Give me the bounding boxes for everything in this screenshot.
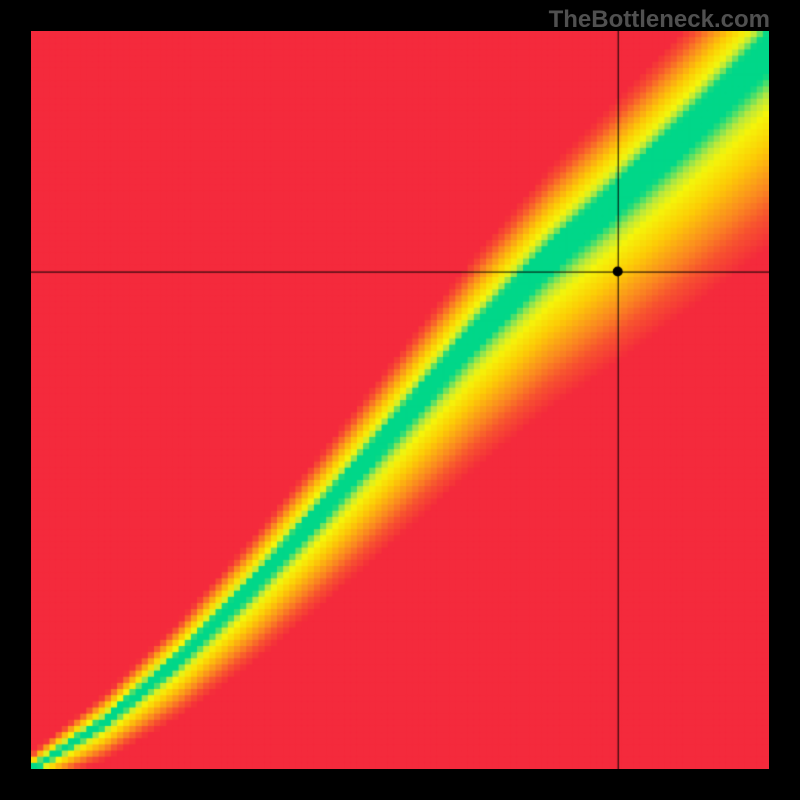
chart-container: TheBottleneck.com: [0, 0, 800, 800]
watermark-text: TheBottleneck.com: [549, 6, 770, 34]
bottleneck-heatmap: [31, 31, 769, 769]
